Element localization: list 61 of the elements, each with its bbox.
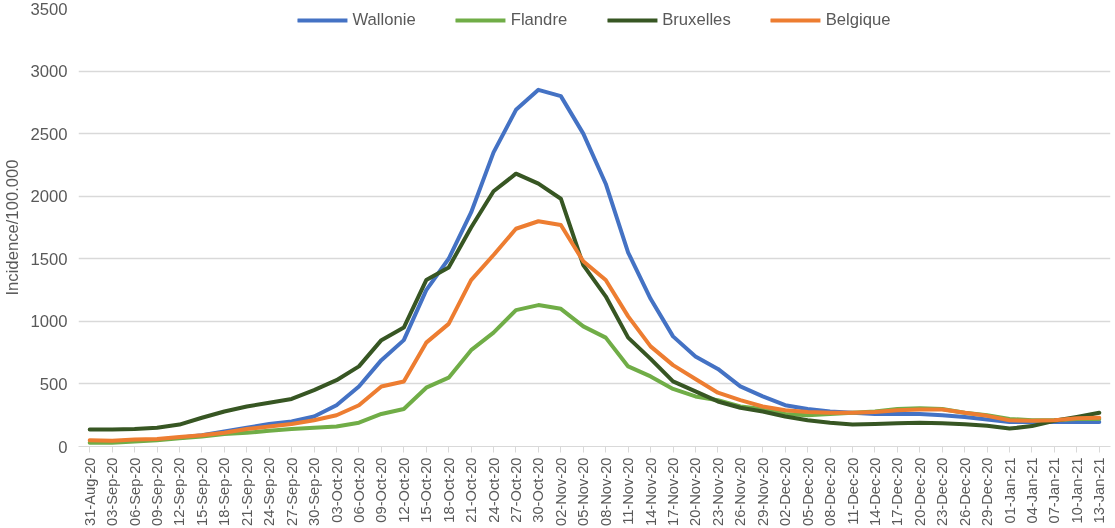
x-tick-label: 27-Oct-20 xyxy=(507,457,524,523)
x-tick-label: 30-Sep-20 xyxy=(306,457,323,526)
x-tick-label: 20-Dec-20 xyxy=(911,457,928,526)
y-axis-title: Incidence/100.000 xyxy=(3,159,23,296)
x-tick-label: 04-Jan-21 xyxy=(1023,457,1040,524)
y-tick-label: 1000 xyxy=(30,312,68,332)
x-tick-label: 29-Nov-20 xyxy=(754,457,771,526)
x-tick-label: 10-Jan-21 xyxy=(1068,457,1085,524)
x-tick-label: 03-Oct-20 xyxy=(328,457,345,523)
x-tick-label: 05-Nov-20 xyxy=(575,457,592,526)
x-tick-label: 21-Oct-20 xyxy=(463,457,480,523)
y-tick-label: 1500 xyxy=(30,249,68,269)
x-tick-label: 05-Dec-20 xyxy=(799,457,816,526)
x-tick-label: 15-Sep-20 xyxy=(193,457,210,526)
x-tick-label: 02-Nov-20 xyxy=(552,457,569,526)
x-tick-label: 26-Dec-20 xyxy=(956,457,973,526)
x-tick-label: 03-Sep-20 xyxy=(104,457,121,526)
x-tick-label: 18-Sep-20 xyxy=(216,457,233,526)
x-tick-label: 30-Oct-20 xyxy=(530,457,547,523)
x-tick-label: 06-Sep-20 xyxy=(126,457,143,526)
x-tick-label: 08-Nov-20 xyxy=(597,457,614,526)
x-tick-label: 09-Oct-20 xyxy=(373,457,390,523)
x-tick-label: 07-Jan-21 xyxy=(1046,457,1063,524)
x-tick-label: 09-Sep-20 xyxy=(149,457,166,526)
x-tick-label: 14-Nov-20 xyxy=(642,457,659,526)
x-tick-label: 20-Nov-20 xyxy=(687,457,704,526)
x-tick-label: 21-Sep-20 xyxy=(238,457,255,526)
legend-label: Flandre xyxy=(510,10,568,30)
x-tick-label: 23-Nov-20 xyxy=(709,457,726,526)
x-tick-label: 23-Dec-20 xyxy=(934,457,951,526)
x-tick-label: 29-Dec-20 xyxy=(979,457,996,526)
x-tick-label: 14-Dec-20 xyxy=(866,457,883,526)
y-tick-label: 2500 xyxy=(30,124,68,144)
y-tick-label: 2000 xyxy=(30,187,68,207)
legend-label: Belgique xyxy=(825,10,891,30)
x-tick-label: 24-Oct-20 xyxy=(485,457,502,523)
y-tick-label: 3500 xyxy=(30,0,68,19)
x-tick-label: 06-Oct-20 xyxy=(350,457,367,523)
x-tick-label: 08-Dec-20 xyxy=(822,457,839,526)
x-tick-label: 13-Jan-21 xyxy=(1091,457,1108,524)
x-tick-label: 11-Dec-20 xyxy=(844,457,861,525)
x-tick-label: 18-Oct-20 xyxy=(440,457,457,523)
x-tick-label: 26-Nov-20 xyxy=(732,457,749,526)
line-series xyxy=(87,171,1102,432)
x-tick-label: 12-Sep-20 xyxy=(171,457,188,526)
x-tick-label: 31-Aug-20 xyxy=(81,457,98,526)
x-tick-label: 24-Sep-20 xyxy=(261,457,278,526)
legend-label: Bruxelles xyxy=(662,10,731,30)
x-tick-label: 15-Oct-20 xyxy=(418,457,435,523)
x-tick-label: 17-Nov-20 xyxy=(665,457,682,526)
x-tick-label: 27-Sep-20 xyxy=(283,457,300,526)
x-tick-label: 12-Oct-20 xyxy=(395,457,412,523)
y-tick-label: 3000 xyxy=(30,62,68,82)
x-tick-label: 11-Nov-20 xyxy=(620,457,637,525)
x-tick-label: 01-Jan-21 xyxy=(1001,457,1018,524)
x-tick-label: 02-Dec-20 xyxy=(777,457,794,526)
legend-label: Wallonie xyxy=(352,10,416,30)
x-tick-label: 17-Dec-20 xyxy=(889,457,906,526)
y-tick-label: 500 xyxy=(39,374,68,394)
y-tick-label: 0 xyxy=(58,437,68,457)
line-series xyxy=(87,219,1102,443)
